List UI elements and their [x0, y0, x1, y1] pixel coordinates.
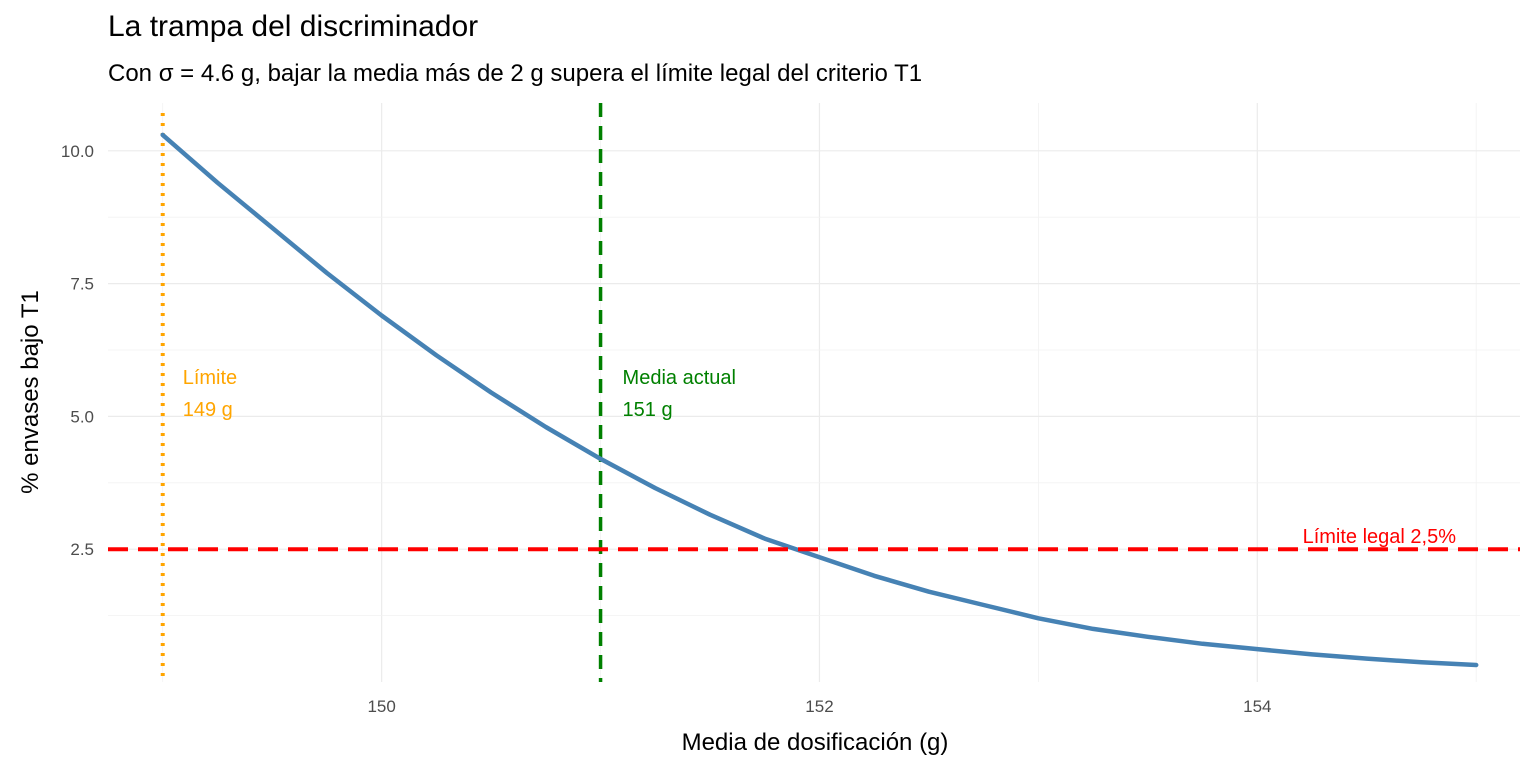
y-axis-title: % envases bajo T1	[17, 290, 44, 494]
legal-limit-label: Límite legal 2,5%	[1303, 526, 1457, 548]
y-tick-label: 5.0	[70, 407, 94, 426]
limit-annotation-label: Límite	[183, 367, 237, 389]
x-tick-label: 150	[367, 697, 395, 716]
mean-annotation-value: 151 g	[623, 399, 673, 421]
chart-title: La trampa del discriminador	[108, 10, 479, 43]
mean-annotation-label: Media actual	[623, 367, 736, 389]
chart-subtitle: Con σ = 4.6 g, bajar la media más de 2 g…	[108, 60, 923, 87]
y-tick-label: 2.5	[70, 540, 94, 559]
x-tick-label: 152	[805, 697, 833, 716]
tick-labels: 150 152 154 2.5 5.0 7.5 10.0	[61, 142, 1272, 716]
x-axis-title: Media de dosificación (g)	[682, 729, 949, 756]
reference-lines	[160, 103, 603, 682]
y-tick-label: 10.0	[61, 142, 94, 161]
grid-lines	[108, 103, 1520, 682]
series-layer	[108, 132, 1520, 668]
x-tick-label: 154	[1243, 697, 1271, 716]
limit-annotation-value: 149 g	[183, 399, 233, 421]
series-line	[160, 132, 1479, 668]
y-tick-label: 7.5	[70, 275, 94, 294]
